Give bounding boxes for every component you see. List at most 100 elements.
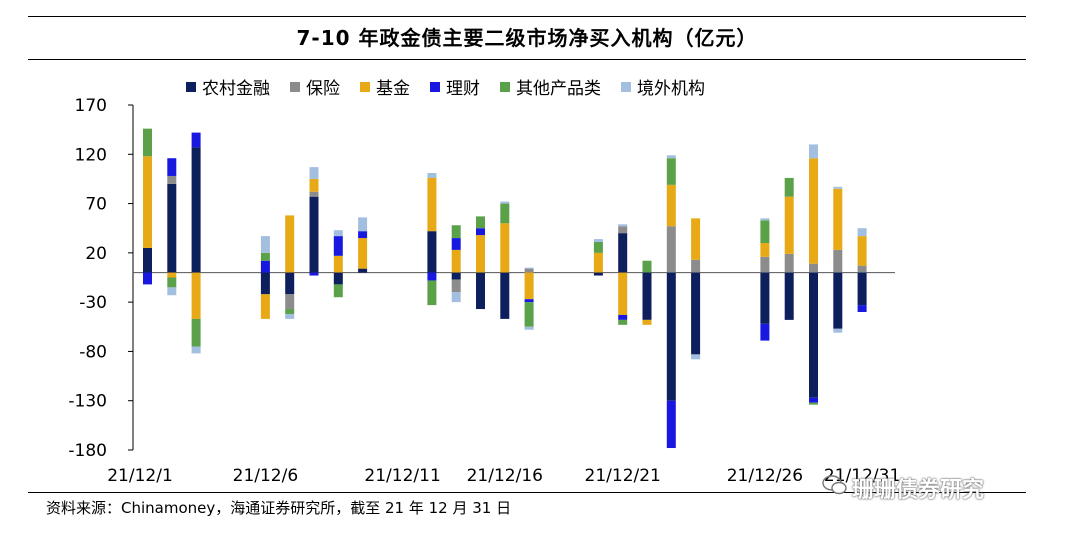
- bar-segment: [524, 272, 534, 300]
- legend-swatch: [186, 81, 196, 92]
- legend-item: 农村金融: [186, 74, 270, 99]
- bar-segment: [857, 265, 867, 273]
- bar-segment: [427, 272, 437, 281]
- bar-segment: [809, 397, 818, 403]
- title-top-rule: [28, 16, 1026, 17]
- y-tick-label: -80: [79, 342, 107, 362]
- legend-item: 其他产品类: [500, 74, 601, 99]
- bar-segment: [500, 272, 510, 319]
- bar-segment: [143, 247, 152, 273]
- bar-segment: [451, 272, 461, 280]
- bar-segment: [760, 220, 770, 243]
- bar-segment: [857, 236, 867, 266]
- bar-segment: [857, 272, 867, 306]
- bar-segment: [476, 228, 485, 236]
- bar-segment: [167, 158, 177, 176]
- bar-segment: [358, 231, 368, 239]
- bar-segment: [760, 272, 770, 324]
- bar-segment: [666, 184, 676, 227]
- bar-segment: [333, 230, 343, 237]
- bar-segment: [476, 272, 485, 310]
- legend-swatch: [360, 81, 370, 92]
- bar-segment: [784, 253, 794, 273]
- footer-rule: [28, 492, 1026, 493]
- bar-segment: [500, 223, 510, 273]
- bar-segment: [760, 243, 770, 257]
- bar-segment: [642, 319, 652, 325]
- y-tick-label: 120: [75, 145, 107, 165]
- y-tick-label: 70: [85, 195, 107, 215]
- legend-label: 基金: [376, 79, 410, 99]
- bar-segment: [191, 318, 201, 347]
- legend-swatch: [290, 81, 300, 92]
- bar-segment: [784, 196, 794, 254]
- bar-segment: [809, 263, 818, 273]
- bar-segment: [593, 272, 603, 276]
- bar-segment: [809, 272, 818, 398]
- bar-segment: [309, 196, 319, 273]
- bar-segment: [760, 218, 770, 221]
- bar-segment: [760, 323, 770, 341]
- bar-segment: [451, 292, 461, 303]
- bar-segment: [809, 144, 818, 159]
- y-tick-label: 170: [75, 96, 107, 116]
- bar-segment: [691, 272, 701, 355]
- bar-segment: [191, 147, 201, 273]
- x-tick-label: 21/12/6: [233, 466, 299, 486]
- bar-segment: [358, 268, 368, 273]
- wechat-icon: [822, 475, 847, 495]
- legend-label: 境外机构: [637, 79, 705, 99]
- bar-segment: [618, 272, 628, 315]
- bar-segment: [618, 226, 628, 234]
- bar-segment: [167, 277, 177, 288]
- bar-segment: [427, 173, 437, 178]
- y-tick-label: -30: [79, 293, 107, 313]
- x-tick-label: 21/12/31: [824, 466, 900, 486]
- legend-swatch: [500, 81, 510, 92]
- bar-segment: [833, 186, 843, 189]
- bar-segment: [524, 267, 534, 269]
- bar-segment: [143, 272, 152, 285]
- bar-segment: [358, 238, 368, 269]
- bar-segment: [760, 256, 770, 273]
- bar-segment: [476, 216, 485, 229]
- legend-item: 理财: [430, 74, 480, 99]
- bar-segment: [857, 228, 867, 237]
- bar-segment: [593, 252, 603, 273]
- bar-segment: [833, 272, 843, 329]
- bar-segment: [642, 260, 652, 273]
- bar-segment: [833, 328, 843, 333]
- bar-segment: [666, 272, 676, 401]
- x-tick-label: 21/12/26: [727, 466, 803, 486]
- bar-segment: [593, 239, 603, 243]
- bar-segment: [427, 280, 437, 306]
- bar-segment: [309, 272, 319, 276]
- bar-segment: [500, 201, 510, 204]
- bar-segment: [500, 203, 510, 224]
- bar-segment: [666, 226, 676, 273]
- bar-segment: [691, 218, 701, 260]
- chart-title: 7-10 年政金债主要二级市场净买入机构（亿元）: [296, 26, 758, 50]
- legend-item: 保险: [290, 74, 340, 99]
- bar-segment: [451, 238, 461, 250]
- bar-segment: [809, 158, 818, 264]
- bar-segment: [260, 236, 270, 253]
- bar-segment: [833, 249, 843, 273]
- bar-segment: [260, 272, 270, 295]
- bar-segment: [593, 242, 603, 253]
- bar-segment: [451, 225, 461, 239]
- y-tick-label: -130: [68, 392, 107, 412]
- bar-segment: [191, 346, 201, 354]
- x-tick-label: 21/12/21: [585, 466, 661, 486]
- bar-segment: [524, 299, 534, 303]
- bar-segment: [476, 235, 485, 273]
- legend-label: 保险: [306, 79, 340, 99]
- bar-segment: [524, 268, 534, 273]
- bar-segment: [333, 284, 343, 298]
- bar-segment: [358, 217, 368, 232]
- bar-segment: [833, 188, 843, 250]
- bar-segment: [666, 400, 676, 449]
- bar-segment: [143, 156, 152, 248]
- bar-segment: [451, 279, 461, 293]
